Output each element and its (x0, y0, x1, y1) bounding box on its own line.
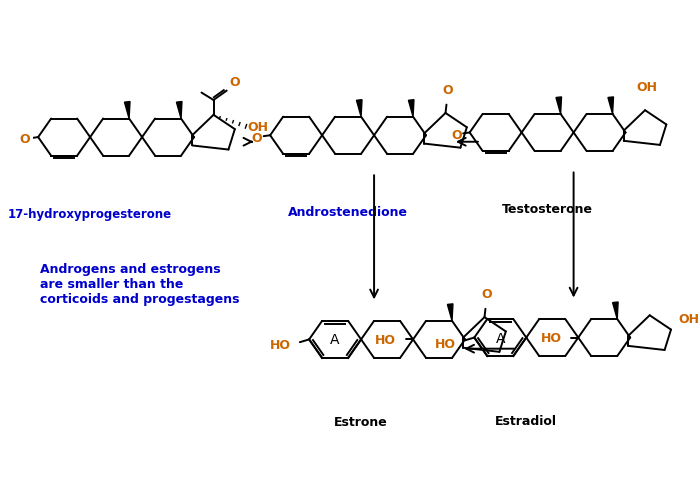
Text: O: O (481, 288, 491, 301)
Text: A: A (496, 331, 505, 345)
Text: O: O (230, 76, 240, 89)
Polygon shape (177, 102, 182, 119)
Text: OH: OH (637, 81, 658, 94)
Polygon shape (608, 98, 614, 115)
Text: O: O (252, 131, 262, 144)
Text: HO: HO (376, 333, 396, 346)
Text: A: A (330, 333, 340, 347)
Text: O: O (20, 133, 31, 146)
Polygon shape (447, 304, 453, 321)
Text: HO: HO (435, 337, 456, 350)
Polygon shape (613, 302, 618, 319)
Text: Estradiol: Estradiol (496, 414, 557, 427)
Text: OH: OH (678, 312, 698, 325)
Polygon shape (357, 101, 362, 118)
Text: are smaller than the: are smaller than the (40, 278, 184, 290)
Text: Estrone: Estrone (334, 416, 388, 429)
Text: OH: OH (248, 121, 269, 134)
Text: HO: HO (269, 339, 290, 352)
Text: Testosterone: Testosterone (502, 203, 593, 215)
Text: Androstenedione: Androstenedione (288, 205, 408, 218)
Polygon shape (124, 102, 130, 119)
Text: O: O (442, 84, 453, 97)
Text: Androgens and estrogens: Androgens and estrogens (40, 263, 221, 276)
Text: 17-hydroxyprogesterone: 17-hydroxyprogesterone (8, 207, 172, 220)
Polygon shape (408, 101, 414, 118)
Text: O: O (452, 129, 462, 141)
Text: corticoids and progestagens: corticoids and progestagens (40, 292, 239, 305)
Text: HO: HO (540, 332, 561, 344)
Polygon shape (556, 98, 561, 115)
